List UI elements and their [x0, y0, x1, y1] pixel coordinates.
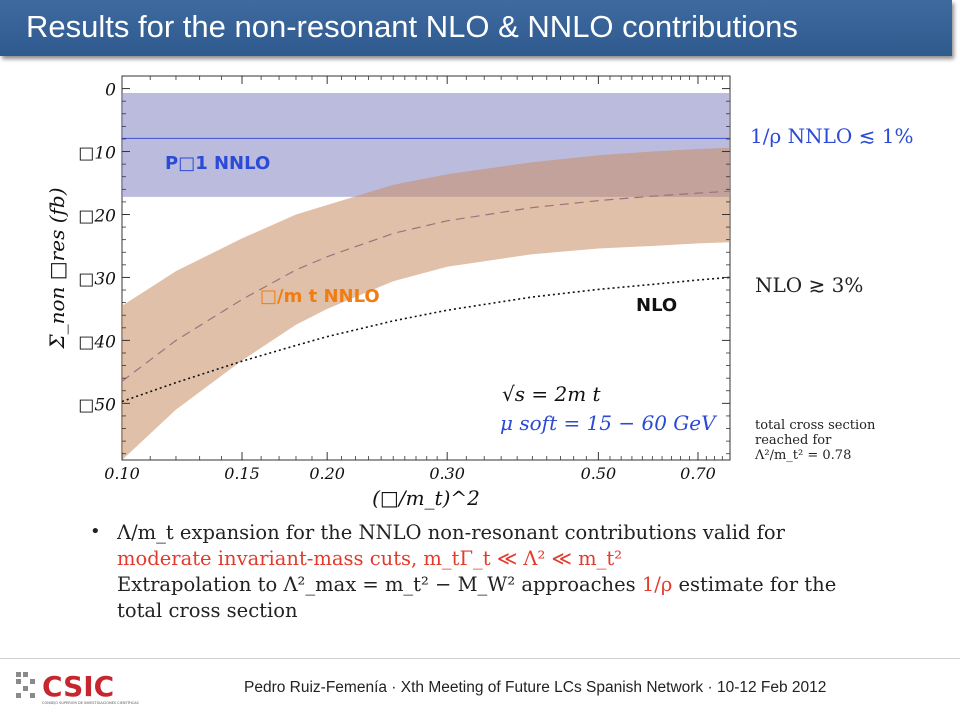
x-tick-label: 0.10 [104, 464, 140, 483]
bullet-line-3: Extrapolation to Λ²_max = m_t² − M_W² ap… [117, 572, 877, 598]
title-bar: Results for the non-resonant NLO & NNLO … [0, 0, 952, 56]
nnlo-lambda-band [122, 147, 730, 460]
annotation-cross-section: total cross section reached for Λ²/m_t² … [755, 418, 875, 463]
nnlo-lambda-central [122, 190, 730, 382]
slide-title: Results for the non-resonant NLO & NNLO … [26, 9, 798, 44]
csic-logo: CSIC CONSEJO SUPERIOR DE INVESTIGACIONES… [16, 670, 139, 705]
cross-section-chart: 0 □10 □20 □30 □40 □50 0.10 0.15 0.20 0.30 0.50 0.70… [45, 75, 731, 510]
bullet-line-4: total cross section [117, 599, 298, 622]
x-axis-label: (□/m_t)^2 [372, 486, 480, 510]
csic-logo-mark [16, 672, 35, 698]
y-tick-label: □30 [78, 269, 116, 289]
nlo-line [122, 276, 730, 403]
bullet-line-3b: estimate for the [672, 573, 837, 596]
csic-logo-subtext: CONSEJO SUPERIOR DE INVESTIGACIONES CIEN… [42, 700, 139, 705]
y-tick-label: 0 [105, 81, 116, 101]
bullet-line-1: Λ/m_t expansion for the NNLO non-resonan… [117, 521, 785, 544]
x-tick-label: 0.50 [581, 464, 617, 483]
x-tick-label: 0.30 [429, 464, 465, 483]
footer-divider [0, 658, 960, 659]
bullet-dot: • [90, 521, 101, 542]
label-mu-soft: μ soft = 15 − 60 GeV [500, 411, 718, 435]
bullet-line-2: moderate invariant-mass cuts, m_tΓ_t ≪ Λ… [117, 547, 623, 570]
bullet-line-3-red: 1/ρ [641, 573, 673, 596]
x-tick-label: 0.20 [309, 464, 345, 483]
x-tick-label: 0.70 [680, 464, 716, 483]
cross-section-line-3: Λ²/m_t² = 0.78 [755, 448, 852, 463]
bullet-text: Λ/m_t expansion for the NNLO non-resonan… [117, 520, 877, 624]
x-tick-label: 0.15 [224, 464, 260, 483]
y-tick-label: □10 [78, 144, 116, 164]
cross-section-line-2: reached for [755, 433, 832, 448]
label-nlo: NLO [636, 295, 677, 316]
label-lambda-nnlo: □/m t NNLO [260, 286, 380, 307]
y-tick-label: □20 [78, 206, 116, 226]
cross-section-line-1: total cross section [755, 418, 876, 433]
label-p-nnlo: P□1 NNLO [165, 153, 270, 174]
plot-frame [121, 75, 731, 461]
y-axis-label: Σ_non □res (fb) [45, 187, 69, 349]
annotation-nlo: NLO ≳ 3% [755, 273, 864, 297]
csic-logo-text: CSIC [42, 670, 114, 703]
bullet-line-3a: Extrapolation to Λ²_max = m_t² − M_W² ap… [117, 573, 642, 596]
annotation-rho-nnlo: 1/ρ NNLO ≲ 1% [750, 124, 914, 148]
y-tick-label: □50 [78, 395, 116, 415]
y-tick-label: □40 [78, 332, 116, 352]
label-sqrt-s: √s = 2m t [502, 382, 602, 406]
footer-text: Pedro Ruiz-Femenía · Xth Meeting of Futu… [244, 679, 827, 696]
